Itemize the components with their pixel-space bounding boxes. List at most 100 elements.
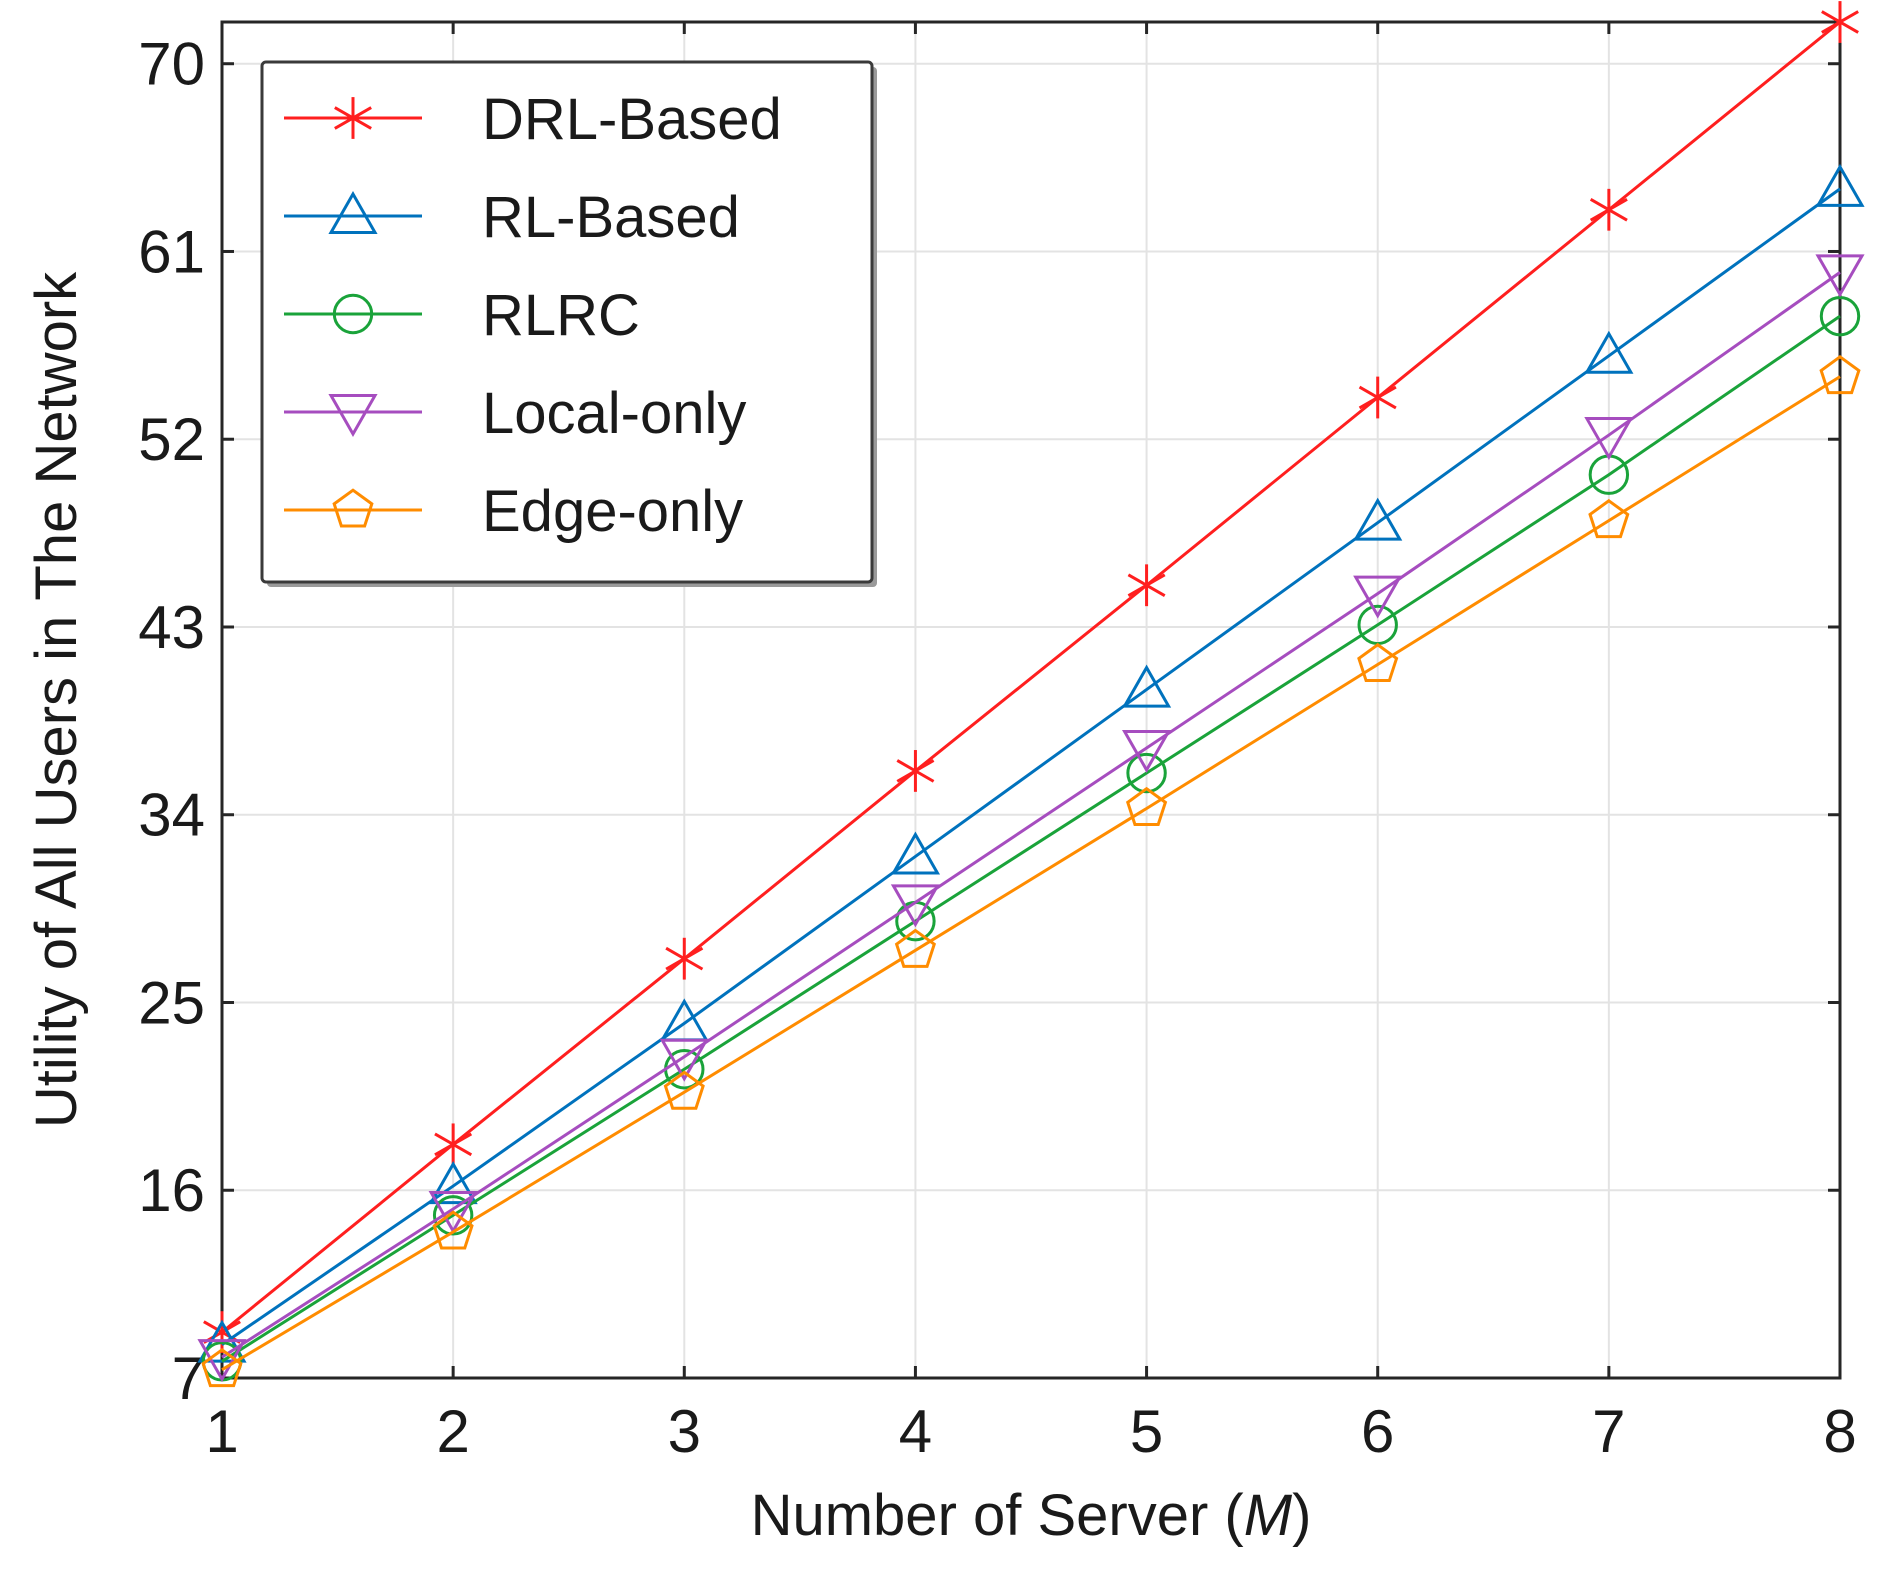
data-point-edge-only [663, 1070, 705, 1110]
marker-shape [432, 1210, 474, 1250]
marker-stroke [1358, 385, 1397, 410]
x-tick-label: 3 [668, 1398, 701, 1465]
data-point-local-only [1121, 729, 1172, 774]
series-local-only [197, 254, 1865, 1383]
data-point-drl-based [896, 750, 935, 792]
data-point-local-only [197, 1339, 247, 1383]
marker-stroke [1589, 198, 1628, 222]
series-line-rl-based [221, 187, 1841, 1346]
x-tick-label: 4 [899, 1398, 932, 1465]
data-point-drl-based [1821, 1, 1859, 43]
data-point-edge-only [1588, 498, 1630, 539]
marker-shape [328, 394, 378, 438]
plot-frame [220, 20, 1842, 1380]
marker-stroke [665, 946, 704, 971]
legend-item-rl-based: RL-Based [284, 185, 740, 250]
legend: DRL-Based RL-Based RLRC Local-only Edge-only [260, 60, 877, 587]
legend-box [260, 60, 874, 584]
legend-label: Local-only [482, 381, 746, 446]
marker-shape [332, 293, 374, 335]
marker-shape [1353, 497, 1403, 541]
marker-shape [332, 488, 374, 528]
x-tick-label: 8 [1823, 1398, 1856, 1465]
marker-shape [1819, 295, 1861, 337]
marker-shape [1353, 575, 1403, 619]
marker-shape [1815, 163, 1865, 207]
legend-marker [332, 293, 374, 335]
series-line-edge-only [221, 375, 1841, 1371]
marker-shape [1819, 354, 1861, 395]
legend-marker [332, 488, 374, 528]
y-tick-label: 70 [138, 31, 205, 98]
marker-shape [201, 1348, 243, 1388]
y-tick-label: 43 [138, 594, 205, 661]
marker-shape [428, 1161, 478, 1205]
series-line-local-only [221, 271, 1841, 1359]
legend-label: RLRC [482, 283, 640, 348]
marker-shape [1584, 417, 1634, 461]
x-tick-label: 5 [1130, 1398, 1163, 1465]
data-point-edge-only [1357, 642, 1399, 683]
marker-shape [1126, 752, 1167, 794]
y-tick-label: 61 [138, 218, 205, 285]
legend-item-drl-based: DRL-Based [284, 87, 782, 152]
marker-shape [1121, 729, 1172, 774]
marker-shape [894, 928, 937, 968]
legend-item-local-only: Local-only [284, 381, 746, 446]
y-tick-label: 52 [138, 406, 205, 473]
marker-stroke [896, 759, 935, 783]
marker-shape [328, 190, 378, 234]
x-axis-title: Number of Server (M) [751, 1483, 1312, 1548]
data-point-rl-based [1353, 497, 1403, 541]
marker-shape [890, 884, 941, 928]
marker-shape [890, 831, 941, 875]
marker-stroke [1127, 573, 1166, 598]
data-point-local-only [1353, 575, 1403, 619]
y-tick-label: 34 [138, 782, 205, 849]
y-tick-label: 16 [138, 1157, 205, 1224]
data-point-local-only [1815, 254, 1865, 298]
legend-marker [328, 394, 378, 438]
data-point-drl-based [434, 1123, 473, 1166]
marker-shape [659, 1038, 709, 1082]
data-point-local-only [428, 1191, 478, 1235]
marker-shape [1121, 664, 1172, 708]
data-point-edge-only [1819, 354, 1861, 395]
marker-stroke [1821, 10, 1859, 34]
data-point-edge-only [432, 1210, 474, 1250]
data-point-edge-only [1125, 786, 1168, 826]
marker-shape [1125, 786, 1168, 826]
data-point-rl-based [428, 1161, 478, 1205]
data-point-drl-based [665, 937, 704, 980]
marker-shape [428, 1191, 478, 1235]
marker-shape [197, 1339, 247, 1383]
marker-shape [1815, 254, 1865, 298]
series-edge-only [201, 354, 1861, 1388]
x-tick-label: 7 [1592, 1398, 1625, 1465]
marker-shape [663, 1070, 705, 1110]
data-point-drl-based [203, 1311, 241, 1354]
legend-item-edge-only: Edge-only [284, 479, 743, 544]
series-drl-based [203, 1, 1859, 1354]
data-point-rl-based [890, 831, 941, 875]
x-tick-label: 2 [436, 1398, 469, 1465]
marker-shape [1588, 498, 1630, 539]
x-tick-label: 1 [205, 1398, 238, 1465]
data-point-edge-only [201, 1348, 243, 1388]
marker-stroke [203, 1320, 241, 1344]
y-tick-label: 25 [138, 969, 205, 1036]
legend-marker [328, 190, 378, 234]
y-axis-title: Utility of All Users in The Network [24, 271, 89, 1128]
data-point-drl-based [1127, 564, 1166, 607]
legend-label: Edge-only [482, 479, 743, 544]
marker-stroke [434, 1132, 473, 1157]
legend-item-rlrc: RLRC [284, 283, 640, 348]
data-point-rl-based [1815, 163, 1865, 207]
marker-shape [1357, 642, 1399, 683]
legend-label: RL-Based [482, 185, 740, 250]
data-point-local-only [659, 1038, 709, 1082]
data-point-local-only [1584, 417, 1634, 461]
data-point-local-only [890, 884, 941, 928]
